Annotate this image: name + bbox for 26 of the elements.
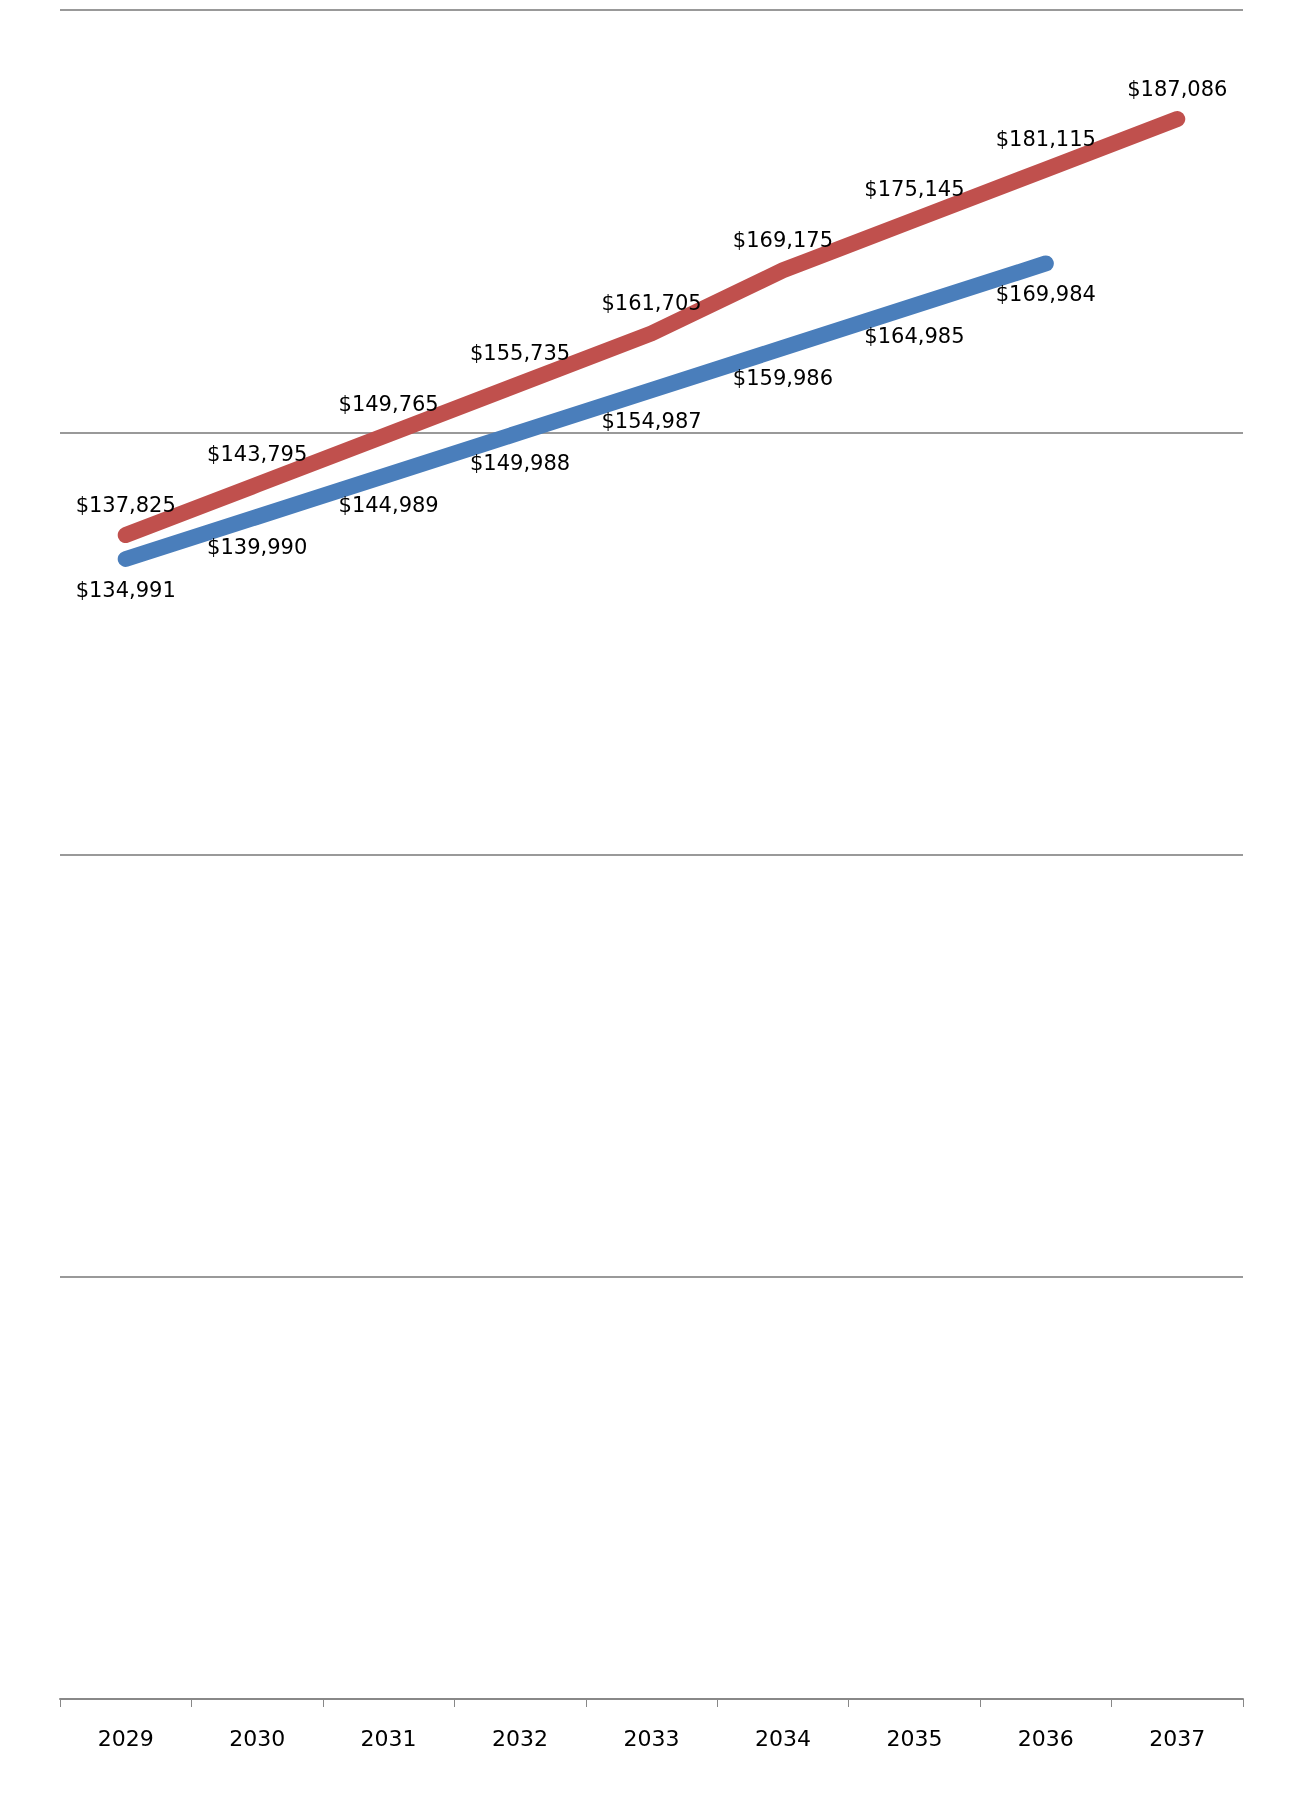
data-label: $161,705 bbox=[601, 290, 702, 315]
data-label: $143,795 bbox=[207, 442, 308, 467]
x-tick-label: 2034 bbox=[754, 1725, 811, 1751]
data-label: $144,989 bbox=[338, 493, 439, 518]
x-tick-label: 2033 bbox=[623, 1725, 680, 1751]
data-label: $137,825 bbox=[75, 492, 176, 517]
data-label: $134,991 bbox=[75, 577, 176, 602]
data-label: $181,115 bbox=[995, 126, 1096, 151]
x-tick-label: 2031 bbox=[360, 1725, 417, 1751]
data-label: $154,987 bbox=[601, 408, 702, 433]
data-label: $164,985 bbox=[864, 324, 965, 349]
data-label: $187,086 bbox=[1127, 76, 1228, 101]
x-tick-label: 2029 bbox=[97, 1725, 154, 1751]
x-tick-label: 2037 bbox=[1149, 1725, 1206, 1751]
data-label: $159,986 bbox=[732, 366, 834, 391]
x-tick-label: 2032 bbox=[492, 1725, 549, 1751]
data-label: $175,145 bbox=[864, 177, 965, 202]
x-tick-label: 2030 bbox=[229, 1725, 286, 1751]
x-tick-label: 2035 bbox=[886, 1725, 943, 1751]
data-label: $155,735 bbox=[469, 341, 571, 366]
data-label: $169,175 bbox=[732, 227, 834, 252]
data-label: $139,990 bbox=[207, 535, 308, 560]
data-label: $149,988 bbox=[469, 450, 571, 475]
x-tick-label: 2036 bbox=[1017, 1725, 1074, 1751]
data-label: $169,984 bbox=[995, 281, 1096, 306]
data-label: $149,765 bbox=[338, 391, 439, 416]
